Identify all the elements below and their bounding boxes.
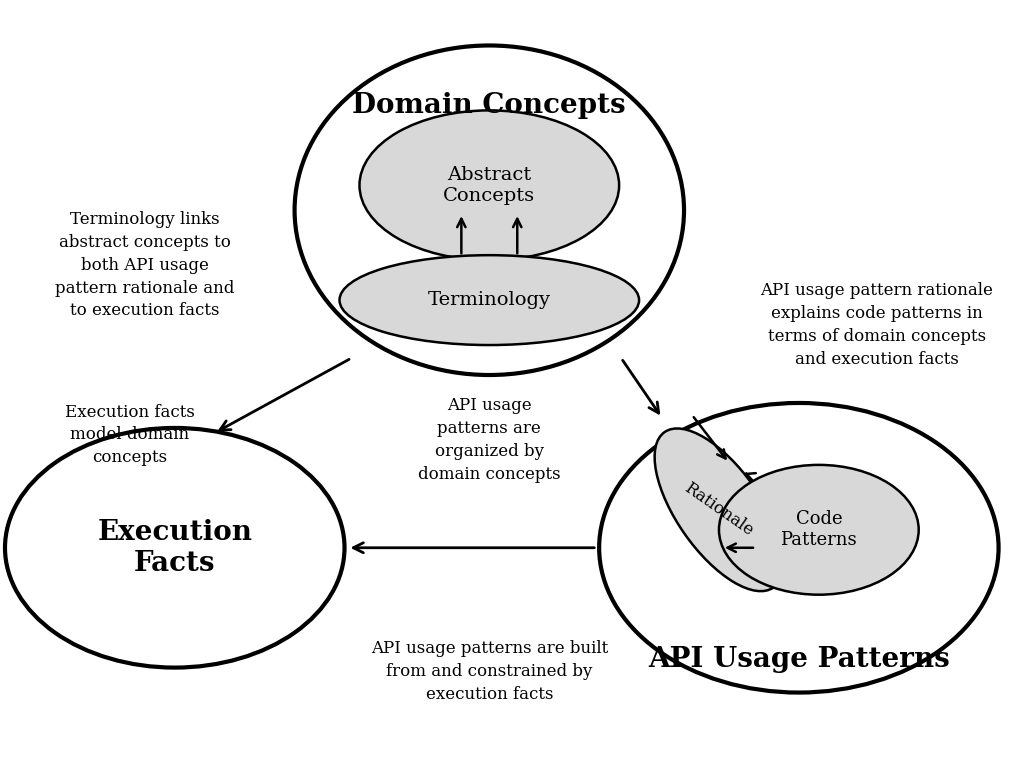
Text: Terminology links
abstract concepts to
both API usage
pattern rationale and
to e: Terminology links abstract concepts to b… <box>55 211 234 319</box>
Text: Execution facts
model domain
concepts: Execution facts model domain concepts <box>65 404 195 467</box>
Ellipse shape <box>5 428 344 667</box>
Text: Terminology: Terminology <box>428 291 551 309</box>
Text: API usage pattern rationale
explains code patterns in
terms of domain concepts
a: API usage pattern rationale explains cod… <box>760 282 993 368</box>
Text: API usage patterns are built
from and constrained by
execution facts: API usage patterns are built from and co… <box>371 640 608 703</box>
Text: Domain Concepts: Domain Concepts <box>352 92 626 119</box>
Text: Execution
Facts: Execution Facts <box>97 518 252 577</box>
Text: Rationale: Rationale <box>681 480 757 540</box>
Ellipse shape <box>295 46 684 375</box>
Ellipse shape <box>599 403 998 692</box>
Ellipse shape <box>719 465 919 594</box>
Ellipse shape <box>359 110 620 260</box>
Text: API Usage Patterns: API Usage Patterns <box>648 646 949 673</box>
Text: Code
Patterns: Code Patterns <box>780 511 857 549</box>
Text: API usage
patterns are
organized by
domain concepts: API usage patterns are organized by doma… <box>418 397 560 483</box>
Ellipse shape <box>654 429 783 591</box>
Ellipse shape <box>340 255 639 345</box>
Text: Abstract
Concepts: Abstract Concepts <box>443 166 536 204</box>
